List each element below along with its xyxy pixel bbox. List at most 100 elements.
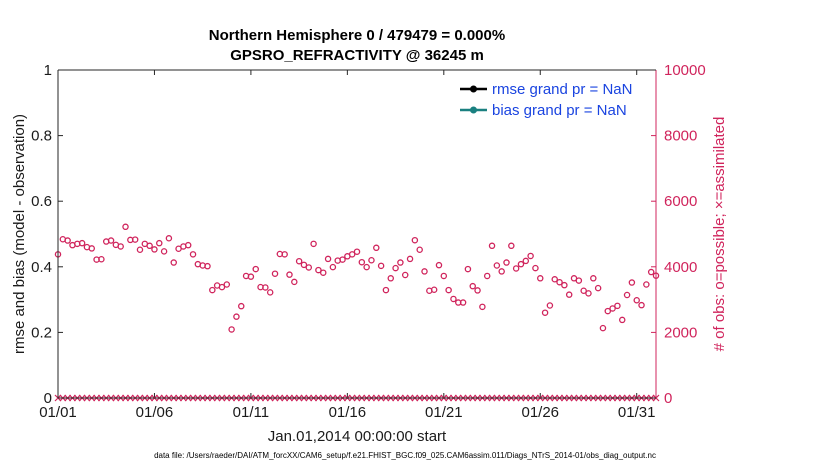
possible-point — [319, 269, 327, 276]
possible-point — [599, 324, 607, 332]
possible-point — [623, 291, 631, 299]
possible-point — [358, 258, 366, 266]
possible-point — [469, 282, 476, 290]
legend-rmse-label: rmse grand pr = NaN — [492, 81, 632, 98]
possible-point — [204, 262, 211, 270]
possible-point — [252, 265, 259, 273]
legend-bias-marker — [470, 106, 477, 114]
possible-point — [315, 266, 322, 274]
y-tick-label-left: 0.4 — [31, 259, 52, 276]
possible-point — [643, 281, 650, 288]
y-tick-label-left: 1 — [44, 62, 52, 79]
possible-point — [156, 239, 163, 247]
y-tick-label-left: 0.8 — [31, 128, 52, 145]
possible-point — [348, 251, 356, 258]
data-file-footnote: data file: /Users/raeder/DAI/ATM_forcXX/… — [154, 451, 656, 460]
x-tick-label: 01/31 — [618, 404, 656, 421]
legend-box — [455, 76, 651, 124]
possible-point — [585, 290, 592, 297]
possible-point — [392, 264, 399, 272]
chart-title-line1: Northern Hemisphere 0 / 479479 = 0.000% — [209, 27, 505, 44]
possible-point — [117, 243, 124, 250]
possible-point — [618, 316, 626, 324]
possible-point — [131, 236, 139, 243]
possible-point — [479, 303, 486, 311]
possible-point — [373, 244, 380, 252]
possible-point — [286, 271, 293, 278]
y-tick-label-right: 4000 — [664, 259, 697, 276]
possible-point — [339, 256, 346, 263]
possible-point — [228, 326, 235, 333]
possible-point — [406, 255, 414, 263]
possible-point — [416, 246, 423, 253]
y-tick-label-right: 0 — [664, 390, 672, 407]
possible-point — [445, 286, 452, 294]
possible-point — [189, 251, 197, 258]
possible-point — [575, 277, 583, 284]
possible-point — [401, 271, 409, 279]
possible-point — [638, 301, 645, 309]
chart-title-line2: GPSRO_REFRACTIVITY @ 36245 m — [230, 47, 484, 64]
possible-point — [580, 287, 587, 294]
y-axis-label-left: rmse and bias (model - observation) — [11, 114, 28, 354]
possible-point — [551, 276, 558, 283]
y-tick-label-right: 2000 — [664, 324, 697, 341]
possible-point — [165, 235, 173, 242]
possible-point — [397, 259, 404, 266]
x-axis-label: Jan.01,2014 00:00:00 start — [268, 428, 447, 445]
possible-point — [136, 246, 144, 253]
possible-point — [488, 242, 496, 250]
possible-point — [474, 287, 481, 294]
possible-point — [329, 263, 337, 271]
possible-point — [541, 309, 549, 316]
possible-point — [512, 265, 520, 272]
possible-point — [266, 289, 274, 296]
possible-point — [382, 286, 390, 294]
possible-point — [503, 259, 510, 266]
possible-point — [295, 257, 303, 265]
plot-area — [58, 70, 656, 398]
y-tick-label-right: 8000 — [664, 128, 697, 145]
y-tick-label-right: 6000 — [664, 193, 697, 210]
possible-point — [537, 275, 544, 282]
possible-point — [218, 283, 226, 291]
possible-point — [450, 295, 457, 303]
possible-point — [498, 268, 505, 275]
legend: rmse grand pr = NaN bias grand pr = NaN — [455, 76, 651, 124]
possible-point — [291, 278, 298, 286]
possible-point — [368, 256, 375, 264]
possible-point — [430, 286, 438, 294]
possible-point — [565, 291, 573, 298]
possible-point — [238, 302, 245, 310]
possible-point — [522, 257, 530, 265]
possible-point — [184, 241, 192, 249]
x-tick-label: 01/21 — [425, 404, 463, 421]
possible-point — [78, 239, 86, 247]
possible-point — [233, 313, 240, 320]
possible-point — [353, 248, 361, 255]
possible-point — [363, 263, 370, 271]
possible-point — [411, 236, 419, 244]
possible-point — [435, 261, 443, 269]
possible-point — [546, 302, 554, 309]
possible-point — [324, 255, 332, 263]
possible-point — [440, 272, 448, 280]
possible-point — [305, 264, 313, 271]
legend-bias-label: bias grand pr = NaN — [492, 102, 627, 119]
possible-point — [170, 259, 177, 266]
possible-point — [300, 261, 308, 269]
possible-point — [421, 268, 428, 275]
possible-point — [209, 286, 216, 294]
possible-point — [517, 260, 525, 268]
possible-point — [146, 242, 153, 250]
possible-point — [459, 299, 467, 306]
possible-point — [561, 281, 568, 289]
possible-point — [151, 246, 158, 253]
y-tick-label-right: 10000 — [664, 62, 706, 79]
possible-point — [281, 251, 288, 258]
possible-point — [609, 305, 616, 312]
possible-point — [614, 302, 621, 310]
x-tick-label: 01/26 — [521, 404, 559, 421]
tick-layer: 01/01 01/06 01/11 01/16 01/21 01/26 01/31 0 0.2 0… — [31, 62, 706, 421]
